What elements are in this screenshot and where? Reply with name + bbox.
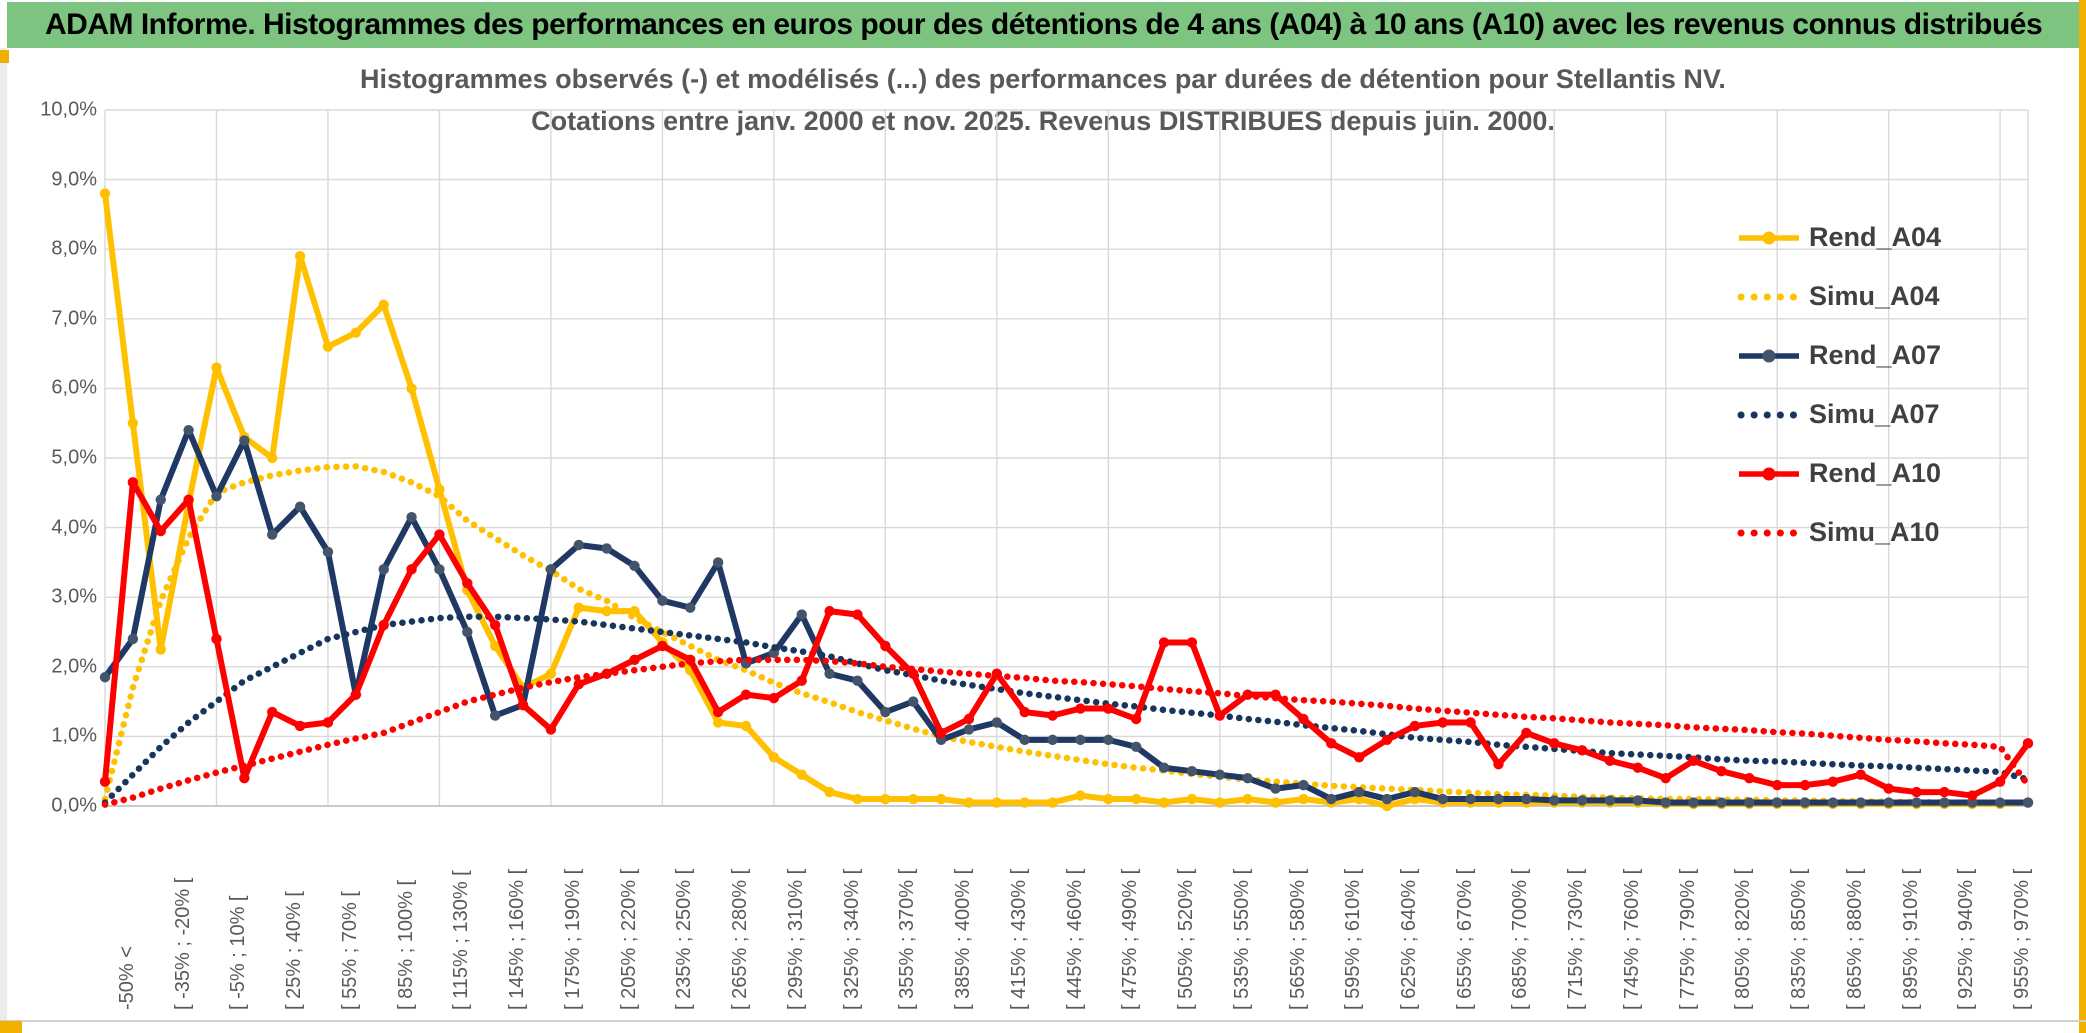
window-title: ADAM Informe. Histogrammes des performan… xyxy=(45,8,2043,41)
y-tick-0: 10,0% xyxy=(40,98,97,121)
title-bar: ADAM Informe. Histogrammes des performan… xyxy=(7,2,2079,48)
legend-item-Rend_A04[interactable]: Rend_A04 xyxy=(1737,208,1941,267)
x-tick-21: [ 565% ; 580% [ xyxy=(1286,868,1309,1010)
series-Simu_A10-line[interactable] xyxy=(101,656,2032,808)
x-tick-10: [ 235% ; 250% [ xyxy=(673,868,696,1010)
series-Simu_A04[interactable] xyxy=(101,463,2032,807)
series-Rend_A07[interactable] xyxy=(99,424,2034,808)
x-tick-13: [ 325% ; 340% [ xyxy=(840,868,863,1010)
x-tick-25: [ 685% ; 700% [ xyxy=(1509,868,1532,1010)
corner-accent-square xyxy=(0,1021,22,1033)
legend-item-Rend_A07[interactable]: Rend_A07 xyxy=(1737,326,1941,385)
chart-title: Histogrammes observés (-) et modélisés (… xyxy=(0,58,2086,142)
y-tick-8: 2,0% xyxy=(51,655,97,678)
legend-item-Simu_A04[interactable]: Simu_A04 xyxy=(1737,267,1941,326)
legend-label-Simu_A10: Simu_A10 xyxy=(1809,517,1940,547)
y-tick-5: 5,0% xyxy=(51,446,97,469)
y-tick-10: 0,0% xyxy=(51,794,97,817)
x-tick-5: [ 85% ; 100% [ xyxy=(394,879,417,1010)
left-border xyxy=(0,48,7,1020)
left-accent-square xyxy=(0,50,9,63)
y-tick-4: 6,0% xyxy=(51,376,97,399)
series-Simu_A07[interactable] xyxy=(101,613,2032,806)
series-Simu_A10[interactable] xyxy=(101,656,2032,808)
series-Simu_A07-line[interactable] xyxy=(101,613,2032,806)
y-tick-2: 8,0% xyxy=(51,237,97,260)
legend-item-Simu_A07[interactable]: Simu_A07 xyxy=(1737,385,1941,444)
x-tick-15: [ 385% ; 400% [ xyxy=(952,868,975,1010)
series-Rend_A07-line[interactable] xyxy=(102,427,2031,806)
y-tick-9: 1,0% xyxy=(51,724,97,747)
x-tick-32: [ 895% ; 910% [ xyxy=(1899,868,1922,1010)
x-tick-14: [ 355% ; 370% [ xyxy=(896,868,919,1010)
legend-label-Simu_A04: Simu_A04 xyxy=(1809,281,1940,311)
x-tick-26: [ 715% ; 730% [ xyxy=(1565,868,1588,1010)
legend-label-Rend_A04: Rend_A04 xyxy=(1809,222,1942,252)
x-tick-2: [ -5% ; 10% [ xyxy=(227,895,250,1011)
x-tick-7: [ 145% ; 160% [ xyxy=(506,868,529,1010)
x-tick-33: [ 925% ; 940% [ xyxy=(1955,868,1978,1010)
x-tick-0: -50% < xyxy=(116,946,138,1010)
x-tick-8: [ 175% ; 190% [ xyxy=(561,868,584,1010)
x-tick-24: [ 655% ; 670% [ xyxy=(1453,868,1476,1010)
legend-label-Rend_A10: Rend_A10 xyxy=(1809,458,1942,488)
series-Rend_A10-line[interactable] xyxy=(102,479,2031,799)
right-border xyxy=(2079,0,2086,1033)
legend-swatch-Rend_A04 xyxy=(1739,231,1799,244)
x-tick-6: [ 115% ; 130% [ xyxy=(450,870,473,1010)
x-tick-28: [ 775% ; 790% [ xyxy=(1676,868,1699,1010)
x-tick-22: [ 595% ; 610% [ xyxy=(1342,868,1365,1010)
legend-label-Rend_A07: Rend_A07 xyxy=(1809,340,1942,370)
legend-item-Rend_A10[interactable]: Rend_A10 xyxy=(1737,444,1941,503)
x-tick-29: [ 805% ; 820% [ xyxy=(1732,868,1755,1010)
chart-title-line1: Histogrammes observés (-) et modélisés (… xyxy=(360,64,1726,94)
legend-swatch-Simu_A10 xyxy=(1737,529,1801,536)
x-tick-12: [ 295% ; 310% [ xyxy=(784,868,807,1010)
x-tick-19: [ 505% ; 520% [ xyxy=(1175,868,1198,1010)
x-tick-11: [ 265% ; 280% [ xyxy=(729,868,752,1010)
legend: Rend_A04 Simu_A04 Rend_A07 Simu_A07 Rend_A10… xyxy=(1737,208,1941,562)
x-tick-17: [ 445% ; 460% [ xyxy=(1063,868,1086,1010)
series-Rend_A07-markers xyxy=(99,424,2034,808)
legend-swatch-Rend_A10 xyxy=(1739,467,1799,480)
y-tick-6: 4,0% xyxy=(51,516,97,539)
y-tick-1: 9,0% xyxy=(51,168,97,191)
x-tick-4: [ 55% ; 70% [ xyxy=(338,891,361,1010)
legend-swatch-Rend_A07 xyxy=(1739,349,1799,362)
x-tick-16: [ 415% ; 430% [ xyxy=(1007,868,1030,1010)
legend-label-Simu_A07: Simu_A07 xyxy=(1809,399,1940,429)
x-tick-27: [ 745% ; 760% [ xyxy=(1620,868,1643,1010)
x-tick-1: [ -35% ; -20% [ xyxy=(171,877,194,1010)
chart-title-line2: Cotations entre janv. 2000 et nov. 2025.… xyxy=(531,106,1555,136)
legend-item-Simu_A10[interactable]: Simu_A10 xyxy=(1737,503,1941,562)
x-tick-9: [ 205% ; 220% [ xyxy=(617,868,640,1010)
x-tick-18: [ 475% ; 490% [ xyxy=(1119,868,1142,1010)
series-Simu_A04-line[interactable] xyxy=(101,463,2032,807)
x-tick-31: [ 865% ; 880% [ xyxy=(1843,868,1866,1010)
x-tick-20: [ 535% ; 550% [ xyxy=(1230,868,1253,1010)
x-tick-30: [ 835% ; 850% [ xyxy=(1788,868,1811,1010)
y-tick-3: 7,0% xyxy=(51,307,97,330)
legend-swatch-Simu_A07 xyxy=(1737,411,1801,418)
y-tick-7: 3,0% xyxy=(51,585,97,608)
x-tick-34: [ 955% ; 970% [ xyxy=(2011,868,2034,1010)
bottom-divider xyxy=(0,1020,2086,1022)
gridlines xyxy=(104,109,2029,807)
x-tick-23: [ 625% ; 640% [ xyxy=(1398,868,1420,1010)
legend-swatch-Simu_A04 xyxy=(1737,293,1801,300)
x-tick-3: [ 25% ; 40% [ xyxy=(283,891,306,1010)
